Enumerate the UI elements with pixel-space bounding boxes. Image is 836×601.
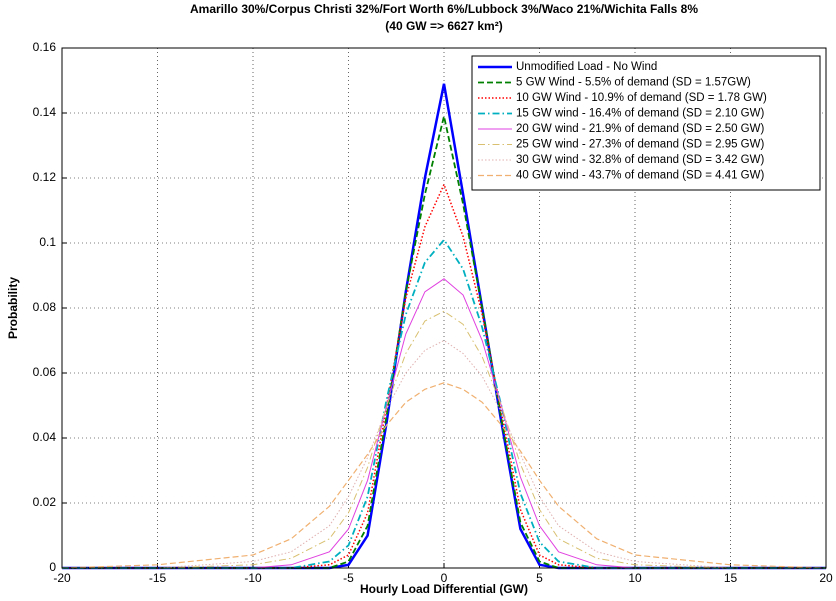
- x-tick-label: -20: [53, 571, 71, 585]
- y-axis-label: Probability: [6, 277, 20, 339]
- legend-label: 5 GW Wind - 5.5% of demand (SD = 1.57GW): [516, 77, 751, 89]
- series-line: [62, 339, 826, 569]
- y-tick-label: 0.08: [33, 300, 57, 314]
- x-tick-label: 0: [441, 571, 448, 585]
- y-tick-label: 0.16: [33, 40, 57, 54]
- y-tick-label: 0.06: [33, 365, 57, 379]
- y-tick-label: 0: [49, 560, 56, 574]
- series-line: [62, 310, 826, 569]
- legend-label: 10 GW Wind - 10.9% of demand (SD = 1.78 …: [516, 92, 767, 104]
- legend-label: Unmodified Load - No Wind: [516, 61, 657, 73]
- chart-subtitle: (40 GW => 6627 km²): [385, 19, 502, 33]
- plot-frame: [61, 47, 827, 569]
- x-tick-label: 15: [724, 571, 738, 585]
- legend-box: [471, 55, 821, 191]
- x-tick-label: -15: [149, 571, 167, 585]
- x-tick-label: 5: [536, 571, 543, 585]
- y-tick-label: 0.14: [33, 105, 57, 119]
- legend-label: 25 GW wind - 27.3% of demand (SD = 2.95 …: [516, 139, 764, 151]
- x-tick-label: 10: [628, 571, 642, 585]
- x-tick-label: -5: [343, 571, 354, 585]
- legend-label: 30 GW wind - 32.8% of demand (SD = 3.42 …: [516, 154, 764, 166]
- y-tick-label: 0.12: [33, 170, 57, 184]
- y-tick-label: 0.1: [39, 235, 56, 249]
- legend-label: 15 GW wind - 16.4% of demand (SD = 2.10 …: [516, 108, 764, 120]
- x-tick-label: 20: [819, 571, 833, 585]
- x-axis-label: Hourly Load Differential (GW): [360, 582, 528, 596]
- chart-title: Amarillo 30%/Corpus Christi 32%/Fort Wor…: [190, 2, 698, 16]
- series-line: [62, 278, 826, 569]
- series-line: [61, 382, 827, 569]
- series-line: [62, 182, 826, 569]
- x-tick-label: -10: [244, 571, 262, 585]
- series-line: [62, 238, 826, 569]
- legend-label: 20 GW wind - 21.9% of demand (SD = 2.50 …: [516, 123, 764, 135]
- y-tick-label: 0.04: [33, 430, 57, 444]
- legend-label: 40 GW wind - 43.7% of demand (SD = 4.41 …: [516, 170, 764, 182]
- y-tick-label: 0.02: [33, 495, 57, 509]
